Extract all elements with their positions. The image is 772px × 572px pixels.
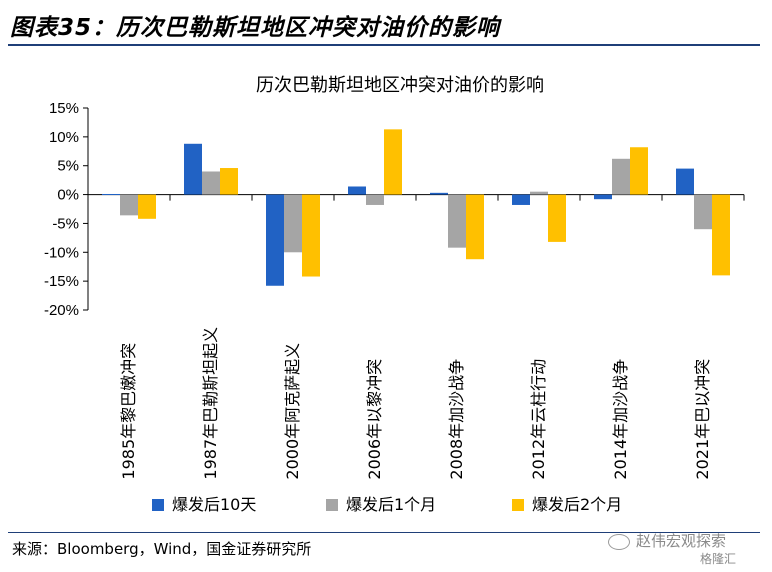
y-tick-label: -15% [44, 273, 79, 290]
legend-label-1: 爆发后10天 [172, 495, 256, 514]
y-tick-label: -5% [52, 215, 79, 232]
source-note: 来源：Bloomberg，Wind，国金证券研究所 [12, 540, 312, 558]
bar-2 [120, 194, 138, 216]
bar-3 [302, 194, 320, 277]
bar-1 [676, 168, 694, 195]
bar-3 [712, 194, 730, 276]
bar-3 [138, 194, 156, 219]
bar-2 [530, 191, 548, 195]
axes: -20% -15% -10% -5% 0% 5% 10% 15% [44, 100, 745, 319]
bar-2 [612, 158, 630, 195]
bar-2 [284, 194, 302, 253]
bar-2 [694, 194, 712, 230]
legend-label-3: 爆发后2个月 [532, 495, 622, 514]
title-rule [8, 44, 760, 46]
x-tick-labels: 1985年黎巴嫩冲突 1987年巴勒斯坦起义 2000年阿克萨起义 2006年以黎冲突… [119, 327, 712, 480]
legend: 爆发后10天 爆发后1个月 爆发后2个月 [152, 495, 622, 514]
bar-1 [512, 194, 530, 205]
bar-2 [366, 194, 384, 205]
bars [102, 129, 730, 286]
legend-label-2: 爆发后1个月 [346, 495, 436, 514]
y-tick-label: -10% [44, 244, 79, 261]
watermark-sub: 格隆汇 [700, 552, 737, 566]
bar-3 [220, 168, 238, 195]
x-tick-label: 2000年阿克萨起义 [283, 343, 302, 480]
watermark: 赵伟宏观探索 [608, 530, 726, 551]
bar-1 [102, 193, 120, 195]
legend-swatch-3 [512, 499, 524, 511]
x-tick-label: 2014年加沙战争 [611, 359, 630, 480]
bar-1 [266, 194, 284, 286]
bar-1 [348, 186, 366, 195]
bar-1 [430, 192, 448, 195]
bar-3 [630, 147, 648, 195]
x-tick-label: 1987年巴勒斯坦起义 [201, 327, 220, 480]
watermark-text: 赵伟宏观探索 [636, 532, 727, 550]
x-tick-label: 2021年巴以冲突 [693, 359, 712, 480]
legend-swatch-2 [326, 499, 338, 511]
bar-3 [384, 129, 402, 195]
bar-3 [466, 194, 484, 260]
bar-2 [202, 171, 220, 195]
y-tick-label: 10% [49, 129, 79, 146]
bar-3 [548, 194, 566, 242]
x-tick-label: 2006年以黎冲突 [365, 359, 384, 480]
x-tick-label: 2008年加沙战争 [447, 359, 466, 480]
wechat-icon [608, 533, 630, 550]
x-tick-label: 2012年云柱行动 [529, 359, 548, 480]
y-tick-label: 5% [57, 158, 79, 175]
source-rule [8, 532, 760, 533]
y-tick-label: 0% [57, 187, 79, 204]
x-tick-label: 1985年黎巴嫩冲突 [119, 343, 138, 480]
y-tick-label: -20% [44, 302, 79, 319]
chart-title: 历次巴勒斯坦地区冲突对油价的影响 [256, 75, 544, 96]
y-tick-label: 15% [49, 100, 79, 117]
bar-2 [448, 194, 466, 248]
legend-swatch-1 [152, 499, 164, 511]
figure-title: 图表35：历次巴勒斯坦地区冲突对油价的影响 [10, 15, 501, 41]
bar-1 [594, 194, 612, 200]
bar-1 [184, 143, 202, 195]
